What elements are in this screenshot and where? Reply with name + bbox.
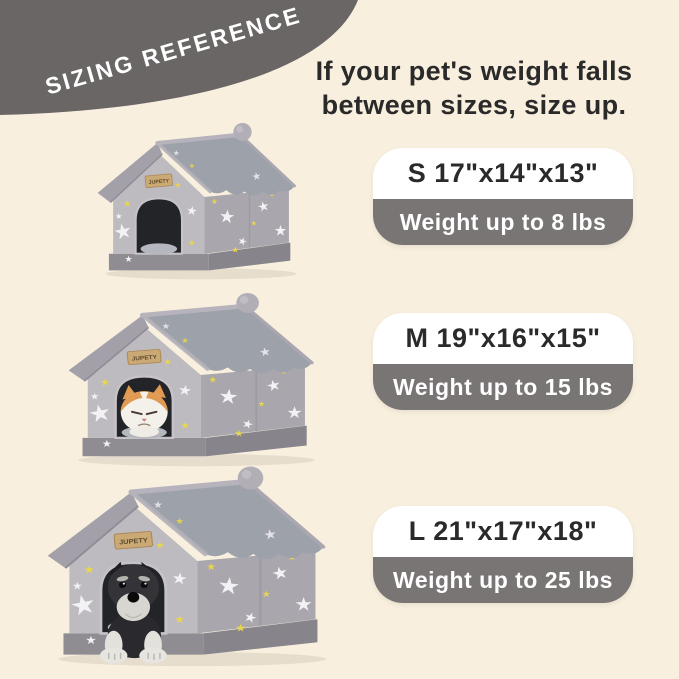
- size-dimensions-large: L 21"x17"x18": [373, 506, 633, 557]
- size-dimensions-medium: M 19"x16"x15": [373, 313, 633, 364]
- headline-line1: If your pet's weight falls: [315, 56, 633, 86]
- corner-ribbon-shape: [0, 0, 358, 115]
- weight-badge-small: Weight up to 8 lbs: [373, 199, 633, 245]
- pet-house-photo-large: [30, 455, 345, 667]
- size-card-small: S 17"x14"x13" Weight up to 8 lbs: [373, 148, 633, 245]
- size-card-medium: M 19"x16"x15" Weight up to 15 lbs: [373, 313, 633, 410]
- headline-line2: between sizes, size up.: [321, 90, 627, 120]
- weight-badge-large: Weight up to 25 lbs: [373, 557, 633, 603]
- size-card-large: L 21"x17"x18" Weight up to 25 lbs: [373, 506, 633, 603]
- headline: If your pet's weight falls between sizes…: [284, 54, 664, 122]
- size-dimensions-small: S 17"x14"x13": [373, 148, 633, 199]
- corner-ribbon: [0, 0, 358, 115]
- pet-house-photo-small: [85, 114, 310, 280]
- weight-badge-medium: Weight up to 15 lbs: [373, 364, 633, 410]
- pet-house-photo-medium: [53, 283, 331, 467]
